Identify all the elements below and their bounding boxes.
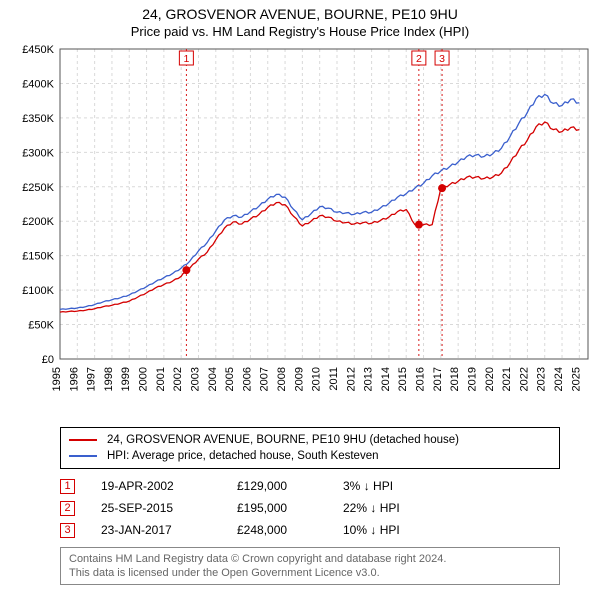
transaction-row: 3 23-JAN-2017 £248,000 10% ↓ HPI bbox=[60, 519, 560, 541]
transaction-marker: 1 bbox=[60, 479, 75, 494]
svg-text:1997: 1997 bbox=[86, 367, 98, 391]
titles: 24, GROSVENOR AVENUE, BOURNE, PE10 9HU P… bbox=[0, 0, 600, 39]
transaction-price: £129,000 bbox=[237, 475, 317, 497]
chart-svg: £0 £50K £100K £150K £200K £250K £300K £350K £400… bbox=[0, 39, 600, 419]
svg-text:£100K: £100K bbox=[22, 285, 54, 297]
svg-text:2021: 2021 bbox=[501, 367, 513, 391]
page-subtitle: Price paid vs. HM Land Registry's House … bbox=[0, 24, 600, 39]
transaction-date: 23-JAN-2017 bbox=[101, 519, 211, 541]
svg-text:£400K: £400K bbox=[22, 78, 54, 90]
footer-line-1: Contains HM Land Registry data © Crown c… bbox=[69, 552, 551, 566]
svg-text:2020: 2020 bbox=[484, 367, 496, 391]
svg-text:£300K: £300K bbox=[22, 147, 54, 159]
footer-line-2: This data is licensed under the Open Gov… bbox=[69, 566, 551, 580]
transaction-price: £195,000 bbox=[237, 497, 317, 519]
svg-text:2006: 2006 bbox=[241, 367, 253, 391]
svg-text:2017: 2017 bbox=[432, 367, 444, 391]
svg-text:2024: 2024 bbox=[553, 367, 565, 391]
transaction-diff: 10% ↓ HPI bbox=[343, 519, 453, 541]
legend-swatch bbox=[69, 439, 97, 441]
transaction-marker: 3 bbox=[60, 523, 75, 538]
svg-text:2014: 2014 bbox=[380, 367, 392, 391]
svg-text:1998: 1998 bbox=[103, 367, 115, 391]
svg-text:2003: 2003 bbox=[189, 367, 201, 391]
svg-text:3: 3 bbox=[439, 53, 445, 65]
transaction-row: 1 19-APR-2002 £129,000 3% ↓ HPI bbox=[60, 475, 560, 497]
svg-text:£350K: £350K bbox=[22, 113, 54, 125]
svg-text:2000: 2000 bbox=[138, 367, 150, 391]
svg-text:2002: 2002 bbox=[172, 367, 184, 391]
transaction-marker: 2 bbox=[60, 501, 75, 516]
svg-text:2018: 2018 bbox=[449, 367, 461, 391]
svg-text:2: 2 bbox=[416, 53, 422, 65]
svg-text:2005: 2005 bbox=[224, 367, 236, 391]
transaction-diff: 22% ↓ HPI bbox=[343, 497, 453, 519]
transactions-table: 1 19-APR-2002 £129,000 3% ↓ HPI 2 25-SEP-2015… bbox=[60, 475, 560, 541]
svg-text:2008: 2008 bbox=[276, 367, 288, 391]
svg-text:£50K: £50K bbox=[28, 320, 54, 332]
legend-label: 24, GROSVENOR AVENUE, BOURNE, PE10 9HU (… bbox=[107, 432, 459, 448]
svg-text:2023: 2023 bbox=[536, 367, 548, 391]
svg-text:2004: 2004 bbox=[207, 367, 219, 391]
svg-text:2022: 2022 bbox=[518, 367, 530, 391]
svg-text:1995: 1995 bbox=[51, 367, 63, 391]
legend-label: HPI: Average price, detached house, Sout… bbox=[107, 448, 379, 464]
svg-text:£450K: £450K bbox=[22, 44, 54, 56]
svg-text:2012: 2012 bbox=[345, 367, 357, 391]
svg-text:1996: 1996 bbox=[68, 367, 80, 391]
transaction-date: 25-SEP-2015 bbox=[101, 497, 211, 519]
transaction-diff: 3% ↓ HPI bbox=[343, 475, 453, 497]
transaction-date: 19-APR-2002 bbox=[101, 475, 211, 497]
transaction-price: £248,000 bbox=[237, 519, 317, 541]
svg-text:2025: 2025 bbox=[570, 367, 582, 391]
legend-item: 24, GROSVENOR AVENUE, BOURNE, PE10 9HU (… bbox=[69, 432, 551, 448]
svg-text:2013: 2013 bbox=[363, 367, 375, 391]
svg-text:2011: 2011 bbox=[328, 367, 340, 391]
svg-text:1: 1 bbox=[183, 53, 189, 65]
price-chart: £0 £50K £100K £150K £200K £250K £300K £350K £400… bbox=[0, 39, 600, 419]
legend: 24, GROSVENOR AVENUE, BOURNE, PE10 9HU (… bbox=[60, 427, 560, 469]
page: 24, GROSVENOR AVENUE, BOURNE, PE10 9HU P… bbox=[0, 0, 600, 585]
svg-text:2010: 2010 bbox=[311, 367, 323, 391]
svg-text:2019: 2019 bbox=[466, 367, 478, 391]
svg-text:1999: 1999 bbox=[120, 367, 132, 391]
svg-text:2001: 2001 bbox=[155, 367, 167, 391]
svg-text:£200K: £200K bbox=[22, 216, 54, 228]
svg-text:£250K: £250K bbox=[22, 182, 54, 194]
transaction-row: 2 25-SEP-2015 £195,000 22% ↓ HPI bbox=[60, 497, 560, 519]
footer-attribution: Contains HM Land Registry data © Crown c… bbox=[60, 547, 560, 585]
svg-text:£150K: £150K bbox=[22, 251, 54, 263]
svg-text:2009: 2009 bbox=[293, 367, 305, 391]
page-title: 24, GROSVENOR AVENUE, BOURNE, PE10 9HU bbox=[0, 6, 600, 22]
svg-text:£0: £0 bbox=[42, 354, 54, 366]
legend-item: HPI: Average price, detached house, Sout… bbox=[69, 448, 551, 464]
svg-text:2015: 2015 bbox=[397, 367, 409, 391]
svg-text:2016: 2016 bbox=[415, 367, 427, 391]
svg-text:2007: 2007 bbox=[259, 367, 271, 391]
legend-swatch bbox=[69, 455, 97, 457]
